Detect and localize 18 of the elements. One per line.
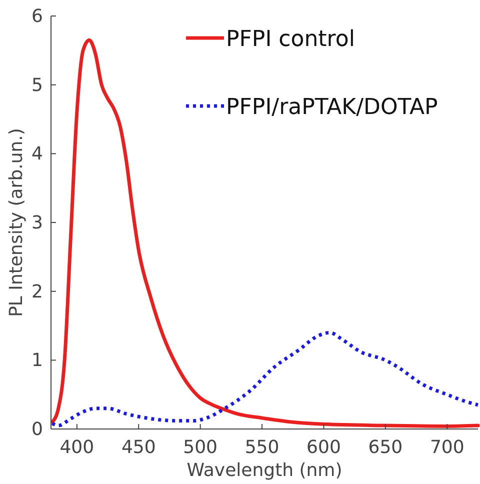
y-tick-label: 1 <box>32 350 43 372</box>
y-axis-title: PL Intensity (arb.un.) <box>6 128 27 317</box>
x-tick-label: 550 <box>244 437 280 458</box>
x-tick-label: 400 <box>60 437 94 458</box>
x-tick-label: 450 <box>121 437 156 458</box>
x-axis-title: Wavelength (nm) <box>186 460 342 481</box>
legend-label: PFPI/raPTAK/DOTAP <box>226 95 438 120</box>
y-tick-label: 0 <box>32 419 43 440</box>
legend-label: PFPI control <box>226 27 355 52</box>
y-tick-label: 6 <box>32 6 43 27</box>
x-tick-label: 650 <box>368 437 403 458</box>
y-tick-label: 4 <box>32 144 43 165</box>
y-tick-label: 2 <box>32 281 43 302</box>
y-tick-label: 5 <box>32 74 43 96</box>
y-tick-label: 3 <box>32 212 43 234</box>
x-tick-label: 600 <box>306 437 341 458</box>
x-tick-label: 700 <box>430 437 464 458</box>
x-tick-label: 500 <box>183 437 218 458</box>
